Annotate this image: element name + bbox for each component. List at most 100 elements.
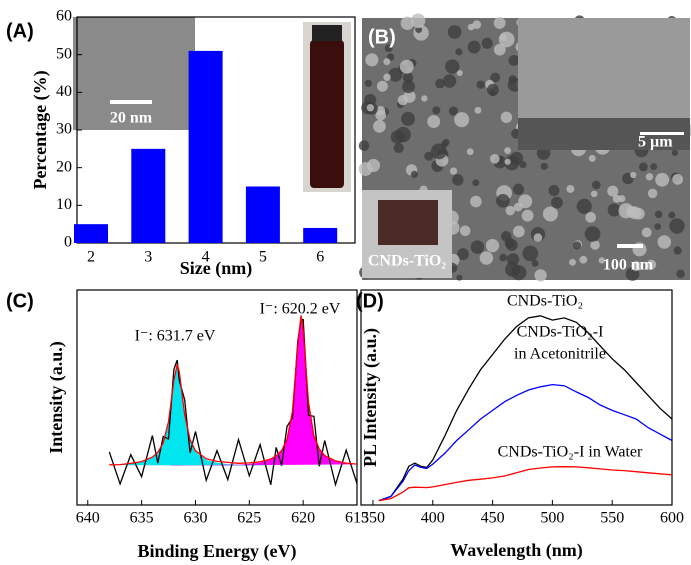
grain	[445, 59, 459, 73]
spectrum-line	[379, 316, 672, 501]
grain	[470, 196, 482, 208]
grain	[672, 174, 683, 185]
grain	[367, 104, 374, 111]
y-tick-label: 20	[56, 158, 72, 175]
grain	[672, 150, 678, 156]
bar	[131, 149, 165, 243]
grain	[513, 226, 525, 238]
grain	[421, 95, 427, 101]
grain	[654, 223, 661, 230]
grain	[475, 107, 482, 114]
grain	[359, 140, 370, 151]
grain	[509, 75, 517, 83]
annotation: CNDs-TiO₂	[507, 293, 583, 310]
grain	[499, 254, 507, 262]
y-tick-label: 60	[56, 8, 72, 25]
grain	[452, 174, 463, 185]
grain	[577, 199, 592, 214]
grain	[650, 163, 657, 170]
grain	[506, 206, 515, 215]
y-tick-label: 40	[56, 83, 72, 100]
grain	[511, 265, 526, 280]
grain	[377, 81, 388, 92]
vial-cap	[312, 25, 342, 41]
grain	[585, 226, 601, 242]
grain	[472, 179, 479, 186]
grain	[432, 106, 440, 114]
grain	[648, 189, 658, 199]
bar	[74, 224, 108, 243]
figure: 20 nm 5 µm CNDs-TiO₂ 100 nm (B) (A)Size …	[0, 0, 691, 565]
x-tick-label: 350	[361, 510, 385, 527]
x-tick-label: 5	[259, 249, 267, 266]
grain	[401, 17, 414, 30]
bar	[303, 228, 337, 243]
grain	[431, 143, 447, 159]
y-tick-label: 10	[56, 196, 72, 213]
annotation: CNDs-TiO₂-I	[517, 324, 604, 341]
grain	[630, 172, 636, 178]
bar	[189, 51, 223, 243]
grain	[359, 162, 373, 176]
grain	[607, 186, 618, 197]
x-tick-label: 3	[144, 249, 152, 266]
grain	[585, 212, 596, 223]
scale-label: 100 nm	[603, 257, 654, 274]
vial	[310, 40, 344, 188]
spectrum-line	[379, 385, 672, 501]
grain	[509, 55, 520, 66]
grain	[482, 38, 493, 49]
grain	[487, 84, 499, 96]
grain	[411, 171, 418, 178]
x-tick-label: 550	[600, 510, 624, 527]
grain	[655, 173, 669, 187]
grain	[394, 143, 404, 153]
x-axis-label: Size (nm)	[180, 258, 252, 279]
grain	[435, 79, 445, 89]
grain	[589, 155, 596, 162]
inset-label: 20 nm	[110, 110, 153, 127]
spectrum-line	[379, 467, 672, 501]
x-tick-label: 4	[202, 249, 210, 266]
grain	[494, 44, 506, 56]
bar	[246, 187, 280, 244]
x-tick-label: 640	[76, 510, 100, 527]
grain	[455, 48, 462, 55]
annotation: CNDs-TiO₂-I in Water	[498, 444, 643, 461]
plot-frame	[77, 290, 357, 505]
grain	[674, 246, 682, 254]
grain	[500, 34, 507, 41]
grain	[454, 112, 469, 127]
grain	[579, 256, 587, 264]
grain	[460, 225, 471, 236]
grain	[510, 152, 523, 165]
grain	[402, 80, 415, 93]
grain	[592, 181, 601, 190]
grain	[504, 147, 511, 154]
panel-label: (A)	[6, 20, 34, 42]
grain	[566, 185, 574, 193]
grain	[400, 60, 414, 74]
grain	[486, 239, 499, 252]
grain	[619, 203, 634, 218]
x-axis-label: Binding Energy (eV)	[137, 541, 296, 562]
grain	[472, 20, 481, 29]
x-tick-label: 6	[316, 249, 324, 266]
y-tick-label: 50	[56, 45, 72, 62]
grain	[549, 185, 560, 196]
grain	[522, 210, 534, 222]
grain	[551, 197, 563, 209]
grain	[507, 253, 520, 266]
grain	[541, 163, 548, 170]
grain	[401, 112, 415, 126]
grain	[450, 167, 457, 174]
grain	[456, 275, 462, 281]
grain	[494, 17, 506, 29]
grain	[534, 233, 543, 242]
grain	[642, 228, 652, 238]
grain	[523, 246, 539, 262]
grain	[427, 115, 440, 128]
inset-scale: 5 µm	[638, 134, 673, 151]
grain	[383, 73, 391, 81]
x-tick-label: 620	[291, 510, 315, 527]
